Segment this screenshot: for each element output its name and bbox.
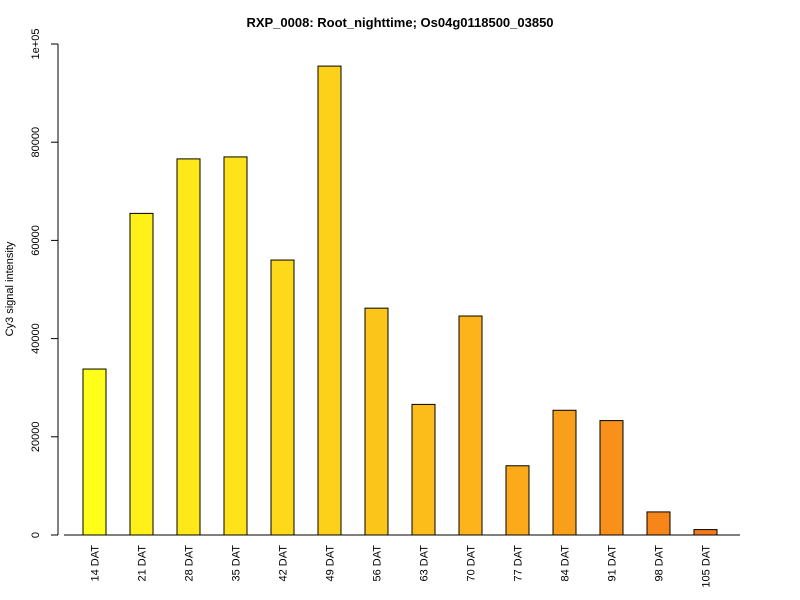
y-axis-label: Cy3 signal intensity bbox=[4, 241, 16, 336]
x-tick-label: 105 DAT bbox=[701, 545, 713, 588]
x-tick-label: 49 DAT bbox=[325, 545, 337, 582]
bar-56-dat bbox=[364, 307, 389, 536]
bar-14-dat bbox=[82, 368, 107, 536]
y-tick-label: 0 bbox=[30, 532, 42, 538]
y-tick-label: 20000 bbox=[30, 422, 42, 453]
x-tick-label: 56 DAT bbox=[372, 545, 384, 582]
y-tick-label: 60000 bbox=[30, 225, 42, 256]
bar-35-dat bbox=[223, 156, 248, 536]
x-tick-label: 77 DAT bbox=[513, 545, 525, 582]
y-tick-label: 40000 bbox=[30, 323, 42, 354]
x-tick-label: 91 DAT bbox=[607, 545, 619, 582]
bar-84-dat bbox=[552, 409, 577, 536]
bar-98-dat bbox=[646, 511, 671, 536]
chart-title: RXP_0008: Root_nighttime; Os04g0118500_0… bbox=[246, 15, 553, 30]
x-tick-label: 63 DAT bbox=[419, 545, 431, 582]
y-axis: 0 20000 40000 60000 80000 1e+05 bbox=[30, 29, 59, 538]
x-tick-label: 42 DAT bbox=[278, 545, 290, 582]
x-tick-label: 21 DAT bbox=[137, 545, 149, 582]
bar-28-dat bbox=[176, 158, 201, 536]
bar-42-dat bbox=[270, 259, 295, 536]
bar-21-dat bbox=[129, 212, 154, 536]
x-tick-label: 70 DAT bbox=[466, 545, 478, 582]
x-tick-label: 14 DAT bbox=[90, 545, 102, 582]
x-tick-label: 98 DAT bbox=[654, 545, 666, 582]
bar-77-dat bbox=[505, 465, 530, 536]
bar-105-dat bbox=[693, 529, 718, 536]
x-axis: 14 DAT 21 DAT 28 DAT 35 DAT 42 DAT 49 DAT 56 D… bbox=[64, 534, 740, 588]
bar-70-dat bbox=[458, 315, 483, 536]
bars bbox=[82, 65, 718, 536]
bar-49-dat bbox=[317, 65, 342, 536]
x-tick-label: 84 DAT bbox=[560, 545, 572, 582]
x-tick-label: 35 DAT bbox=[231, 545, 243, 582]
x-tick-label: 28 DAT bbox=[184, 545, 196, 582]
y-tick-label: 80000 bbox=[30, 127, 42, 158]
bar-63-dat bbox=[411, 403, 436, 536]
bar-91-dat bbox=[599, 420, 624, 536]
y-tick-label: 1e+05 bbox=[30, 29, 42, 60]
